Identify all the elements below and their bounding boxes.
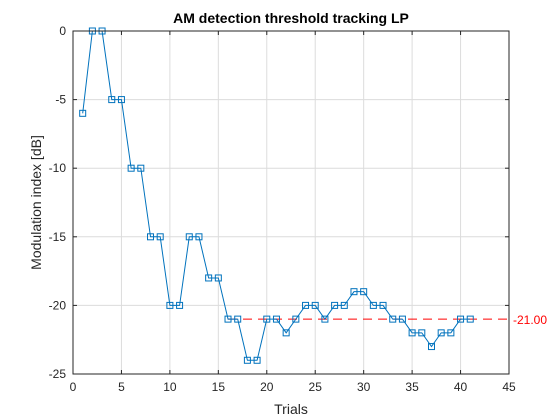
y-tick-label: -10 [49, 161, 67, 175]
data-point-marker [457, 315, 465, 323]
data-point-marker [137, 164, 145, 172]
data-point-marker [176, 301, 184, 309]
x-tick-label: 25 [309, 380, 323, 394]
data-point-marker [117, 96, 125, 104]
data-point-marker [263, 315, 271, 323]
series-line [82, 30, 471, 361]
y-axis-label: Modulation index [dB] [28, 135, 44, 270]
x-tick-label: 10 [163, 380, 177, 394]
plot-area [73, 31, 509, 374]
x-tick-label: 20 [260, 380, 274, 394]
data-point-marker [311, 301, 319, 309]
data-point-marker [147, 233, 155, 241]
x-axis-label: Trials [274, 401, 308, 417]
data-point-marker [292, 315, 300, 323]
y-tick-label: -20 [49, 298, 67, 312]
data-point-marker [234, 315, 242, 323]
y-tick-label: -5 [55, 93, 66, 107]
chart-title: AM detection threshold tracking LP [173, 10, 409, 26]
data-point-marker [331, 301, 339, 309]
y-tick-label: -25 [49, 367, 67, 381]
data-point-marker [224, 315, 232, 323]
data-point-marker [447, 329, 455, 337]
data-point-marker [340, 301, 348, 309]
data-point-marker [108, 96, 116, 104]
axis-ticks: 0 5 10 15 20 25 30 35 40 45 0 -5 -10 -15 -20 -25 [49, 24, 516, 394]
data-point-marker [389, 315, 397, 323]
data-series [79, 27, 474, 364]
x-tick-label: 45 [502, 380, 516, 394]
data-point-marker [350, 288, 358, 296]
data-point-marker [398, 315, 406, 323]
data-point-marker [437, 329, 445, 337]
reference-line-label: -21.00 [513, 313, 547, 327]
data-point-marker [127, 164, 135, 172]
data-point-marker [302, 301, 310, 309]
data-point-marker [379, 301, 387, 309]
data-point-marker [427, 343, 435, 351]
y-tick-label: -15 [49, 230, 67, 244]
data-point-marker [369, 301, 377, 309]
data-point-marker [166, 301, 174, 309]
data-point-marker [205, 274, 213, 282]
data-point-marker [282, 329, 290, 337]
data-point-marker [156, 233, 164, 241]
plot-frame [72, 30, 510, 375]
x-tick-label: 0 [70, 380, 77, 394]
data-point-marker [321, 315, 329, 323]
data-point-marker [408, 329, 416, 337]
data-point-marker [418, 329, 426, 337]
y-tick-label: 0 [59, 24, 66, 38]
x-tick-label: 40 [454, 380, 468, 394]
data-point-marker [185, 233, 193, 241]
data-point-marker [360, 288, 368, 296]
x-tick-label: 15 [212, 380, 226, 394]
x-tick-label: 35 [405, 380, 419, 394]
data-point-marker [195, 233, 203, 241]
data-point-marker [79, 109, 87, 117]
data-point-marker [466, 315, 474, 323]
x-tick-label: 5 [118, 380, 125, 394]
data-point-marker [243, 356, 251, 364]
data-point-marker [272, 315, 280, 323]
data-point-marker [253, 356, 261, 364]
data-point-marker [214, 274, 222, 282]
x-tick-label: 30 [357, 380, 371, 394]
